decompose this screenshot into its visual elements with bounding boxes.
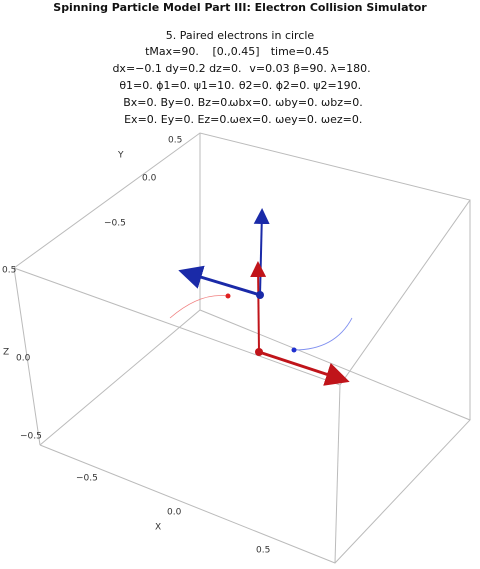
trajectory: [169, 295, 229, 319]
axis-label: X: [155, 523, 161, 533]
velocity-arrow: [258, 350, 350, 386]
axis-label: Y: [117, 151, 124, 161]
tick-label: 0.5: [256, 546, 270, 556]
particle: [291, 347, 297, 353]
velocity-arrow: [178, 265, 261, 297]
param: ωex=0. ωey=0. ωez=0.: [230, 113, 363, 126]
param: Ex=0. Ey=0. Ez=0.: [124, 113, 230, 126]
bounding-box: [13, 132, 471, 564]
param: dx=−0.1 dy=0.2 dz=0.: [112, 62, 241, 75]
title: Spinning Particle Model Part III: Electr…: [53, 1, 427, 14]
tick-label: 0.5: [168, 136, 182, 146]
spin-arrow: [250, 261, 267, 353]
param: time=0.45: [271, 45, 330, 58]
tick-label: 0.0: [167, 508, 182, 518]
electron: [255, 348, 263, 356]
tick-label: 0.0: [142, 174, 157, 184]
electron: [256, 291, 264, 299]
param: tMax=90.: [145, 45, 199, 58]
tick-label: −0.5: [104, 219, 126, 229]
param: v=0.03 β=90. λ=180.: [249, 62, 370, 75]
tick-label: −0.5: [20, 432, 42, 442]
tick-label: −0.5: [76, 474, 98, 484]
subtitle: 5. Paired electrons in circle: [166, 29, 315, 42]
particle: [225, 293, 231, 299]
tick-label: 0.5: [2, 266, 16, 276]
axis-label: Z: [3, 348, 9, 358]
param: Bx=0. By=0. Bz=0.: [123, 96, 231, 109]
param: θ1=0. ϕ1=0. ψ1=10.: [119, 79, 234, 92]
param: [0.,0.45]: [212, 45, 259, 58]
spin-arrow: [253, 208, 270, 296]
param: ωbx=0. ωby=0. ωbz=0.: [229, 96, 363, 109]
trajectory: [293, 317, 353, 351]
param: θ2=0. ϕ2=0. ψ2=190.: [239, 79, 361, 92]
tick-label: 0.0: [16, 354, 31, 364]
